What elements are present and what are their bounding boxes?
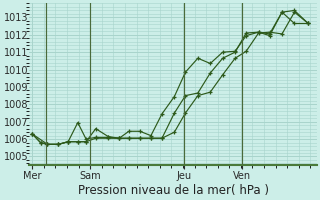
X-axis label: Pression niveau de la mer( hPa ): Pression niveau de la mer( hPa ): [77, 184, 268, 197]
